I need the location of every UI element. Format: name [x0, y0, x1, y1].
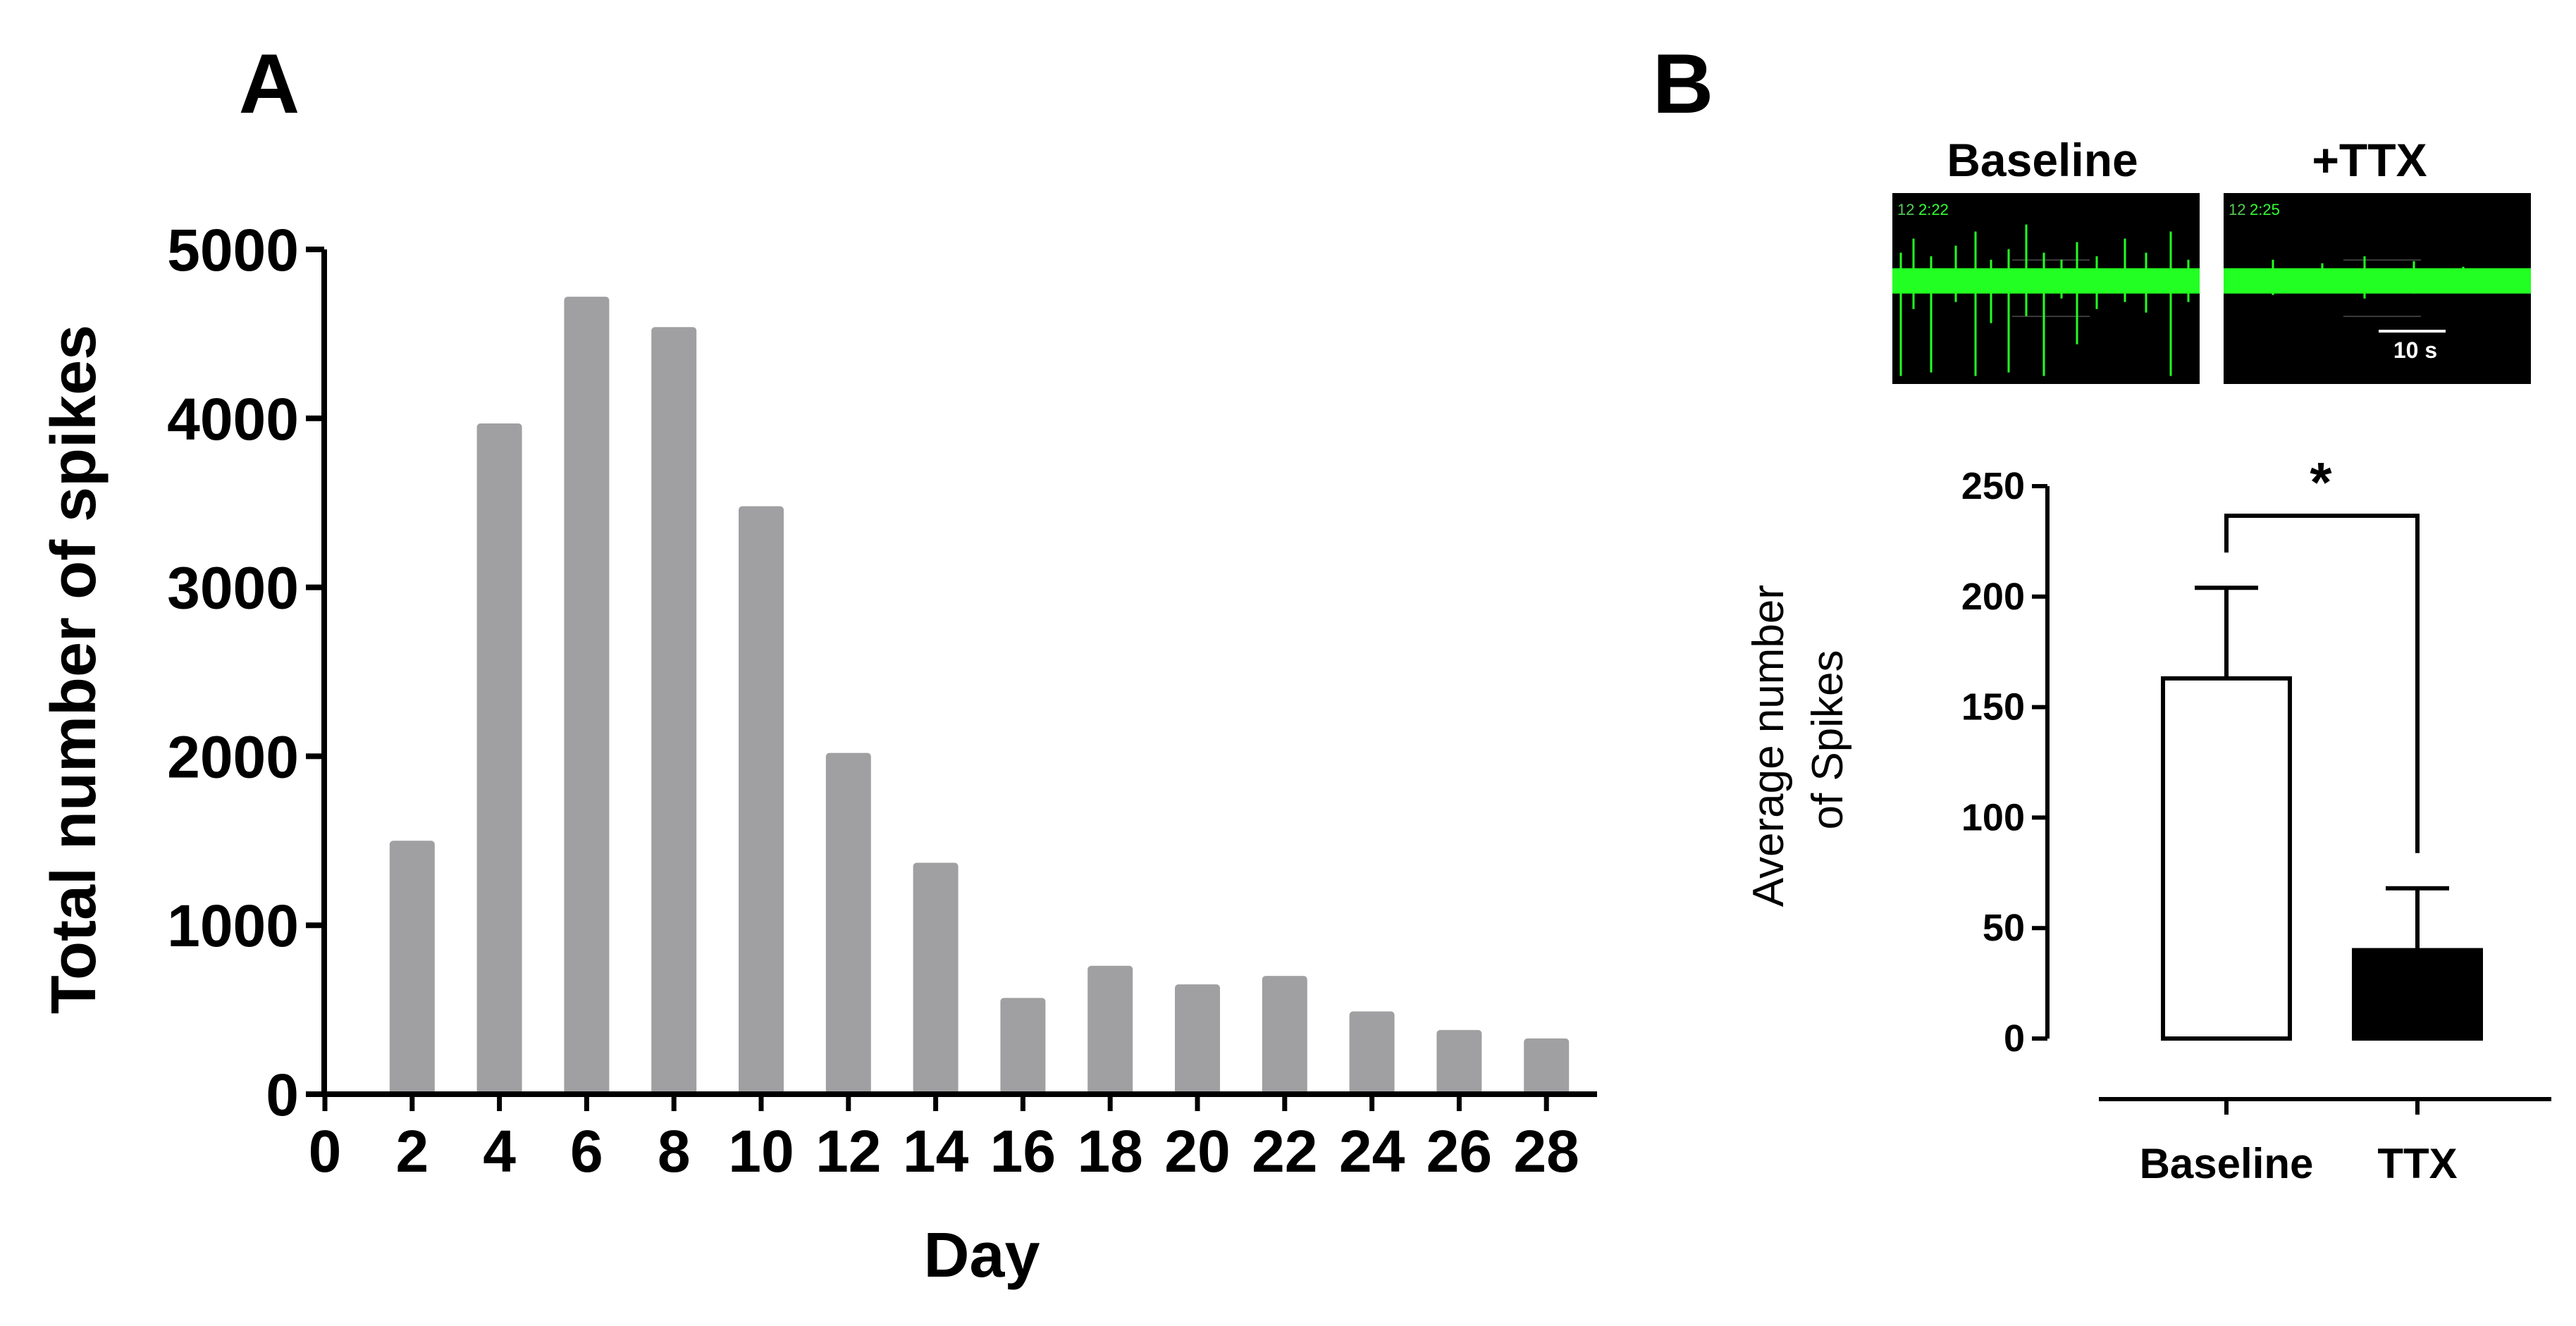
panel-b-y-axis-title: Average number of Spikes — [1744, 573, 1852, 907]
trace-ttx-time: 2:25 — [2250, 201, 2280, 218]
bar-day-22 — [1262, 976, 1307, 1094]
x-tick-label: 6 — [570, 1118, 603, 1184]
x-tick-label: 0 — [309, 1118, 342, 1184]
panel-a-y-axis-title: Total number of spikes — [39, 325, 109, 1015]
significance-marker: * — [2310, 451, 2332, 514]
bar-day-18 — [1087, 965, 1133, 1094]
trace-baseline-signal — [1892, 224, 2200, 376]
scalebar-label: 10 s — [2393, 337, 2437, 363]
bar-day-4 — [476, 423, 522, 1094]
trace-baseline-title: Baseline — [1947, 134, 2138, 186]
bar-day-28 — [1524, 1038, 1570, 1094]
x-tick-label: 2 — [395, 1118, 429, 1184]
trace-noise-band — [1892, 268, 2200, 294]
y-tick-label: 100 — [1961, 796, 2025, 838]
bar-day-2 — [389, 841, 435, 1094]
x-tick-label-baseline: Baseline — [2140, 1140, 2314, 1187]
bar-day-10 — [739, 506, 784, 1094]
bar-day-24 — [1349, 1011, 1395, 1094]
x-tick-label: 18 — [1077, 1118, 1142, 1184]
panel-a-x-axis-title: Day — [923, 1220, 1040, 1291]
bar-day-16 — [1000, 998, 1046, 1094]
x-tick-label: 24 — [1339, 1118, 1405, 1184]
panel-b-label: B — [1653, 37, 1714, 131]
y-tick-label: 2000 — [167, 724, 299, 790]
bar-day-20 — [1175, 984, 1220, 1094]
bar-day-6 — [564, 297, 610, 1094]
x-tick-label: 26 — [1426, 1118, 1492, 1184]
x-tick-label: 22 — [1252, 1118, 1317, 1184]
significance-bracket — [2224, 514, 2420, 853]
panel-b-y-axis-title-line2: of Spikes — [1804, 650, 1852, 829]
y-tick-label: 200 — [1961, 576, 2025, 618]
y-tick-label: 50 — [1983, 907, 2025, 949]
y-tick-label: 4000 — [167, 386, 299, 452]
y-tick-label: 5000 — [167, 217, 299, 283]
panel-a-label: A — [239, 37, 300, 131]
x-tick-label: 8 — [658, 1118, 691, 1184]
bar-day-26 — [1436, 1029, 1482, 1094]
trace-ttx-channel: 12 — [2229, 201, 2245, 218]
trace-noise-band — [2224, 268, 2531, 294]
panel-b-y-axis-title-line1: Average number — [1744, 585, 1793, 907]
x-tick-label: 12 — [815, 1118, 881, 1184]
y-tick-label: 150 — [1961, 686, 2025, 729]
x-tick-label: 4 — [483, 1118, 516, 1184]
panel-b-traces: Baseline +TTX 12 2:22 12 2:25 10 s — [1892, 134, 2531, 384]
bar-day-14 — [913, 862, 959, 1094]
y-tick-label: 250 — [1961, 465, 2025, 507]
x-tick-label: 16 — [990, 1118, 1056, 1184]
bar-day-12 — [825, 752, 871, 1094]
bar-baseline — [2161, 676, 2292, 1041]
trace-baseline-channel: 12 — [1897, 201, 1914, 218]
bar-ttx — [2352, 948, 2483, 1041]
y-tick-label: 0 — [266, 1062, 299, 1128]
x-tick-label: 10 — [728, 1118, 794, 1184]
panel-b-chart: 0 50 100 150 200 250 Baseline TTX Average numb… — [1744, 451, 2551, 1187]
x-tick-label: 20 — [1164, 1118, 1230, 1184]
trace-baseline-time: 2:22 — [1918, 201, 1949, 218]
x-tick-label: 14 — [903, 1118, 969, 1184]
y-tick-label: 3000 — [167, 555, 299, 621]
y-tick-label: 1000 — [167, 893, 299, 959]
y-tick-label: 0 — [2004, 1017, 2025, 1060]
trace-ttx-signal — [2224, 256, 2531, 317]
trace-ttx-title: +TTX — [2312, 134, 2427, 186]
bar-day-8 — [651, 327, 697, 1095]
x-tick-label: 28 — [1513, 1118, 1579, 1184]
x-tick-label-ttx: TTX — [2377, 1140, 2457, 1187]
